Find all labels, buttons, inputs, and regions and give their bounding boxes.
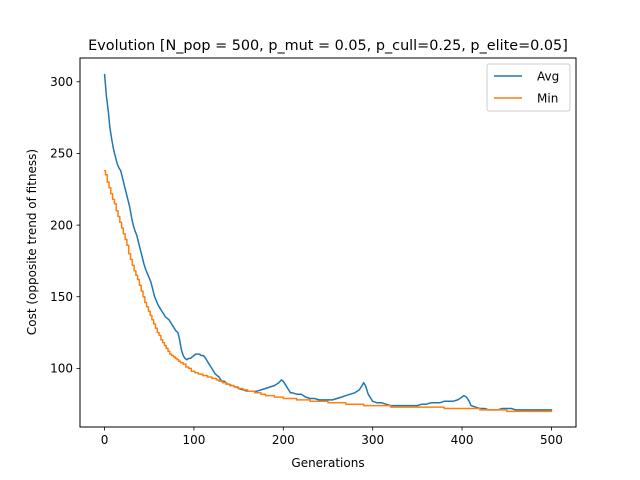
y-tick-label: 200 [50,218,73,232]
x-axis-label: Generations [291,456,364,470]
legend-items: Avg Min [494,69,559,105]
x-tick-label: 300 [361,433,384,447]
x-tick-label: 100 [182,433,205,447]
y-axis-ticks: 100 150 200 250 300 [50,75,80,376]
y-axis-label: Cost (opposite trend of fitness) [25,149,39,335]
x-tick-label: 200 [272,433,295,447]
legend-label-min: Min [537,91,558,105]
x-tick-label: 500 [540,433,563,447]
series-line-min [103,169,553,413]
legend: Avg Min [486,63,571,112]
x-axis-ticks: 0 100 200 300 400 500 [101,427,563,447]
y-tick-label: 150 [50,290,73,304]
legend-label-avg: Avg [537,69,559,83]
plot-frame [79,57,577,428]
chart-title: Evolution [N_pop = 500, p_mut = 0.05, p_… [88,38,568,54]
plot-area [80,58,576,427]
y-tick-label: 100 [50,362,73,376]
series-layer [103,73,553,413]
x-tick-label: 400 [451,433,474,447]
y-tick-label: 300 [50,75,73,89]
x-tick-label: 0 [101,433,109,447]
y-tick-label: 250 [50,147,73,161]
